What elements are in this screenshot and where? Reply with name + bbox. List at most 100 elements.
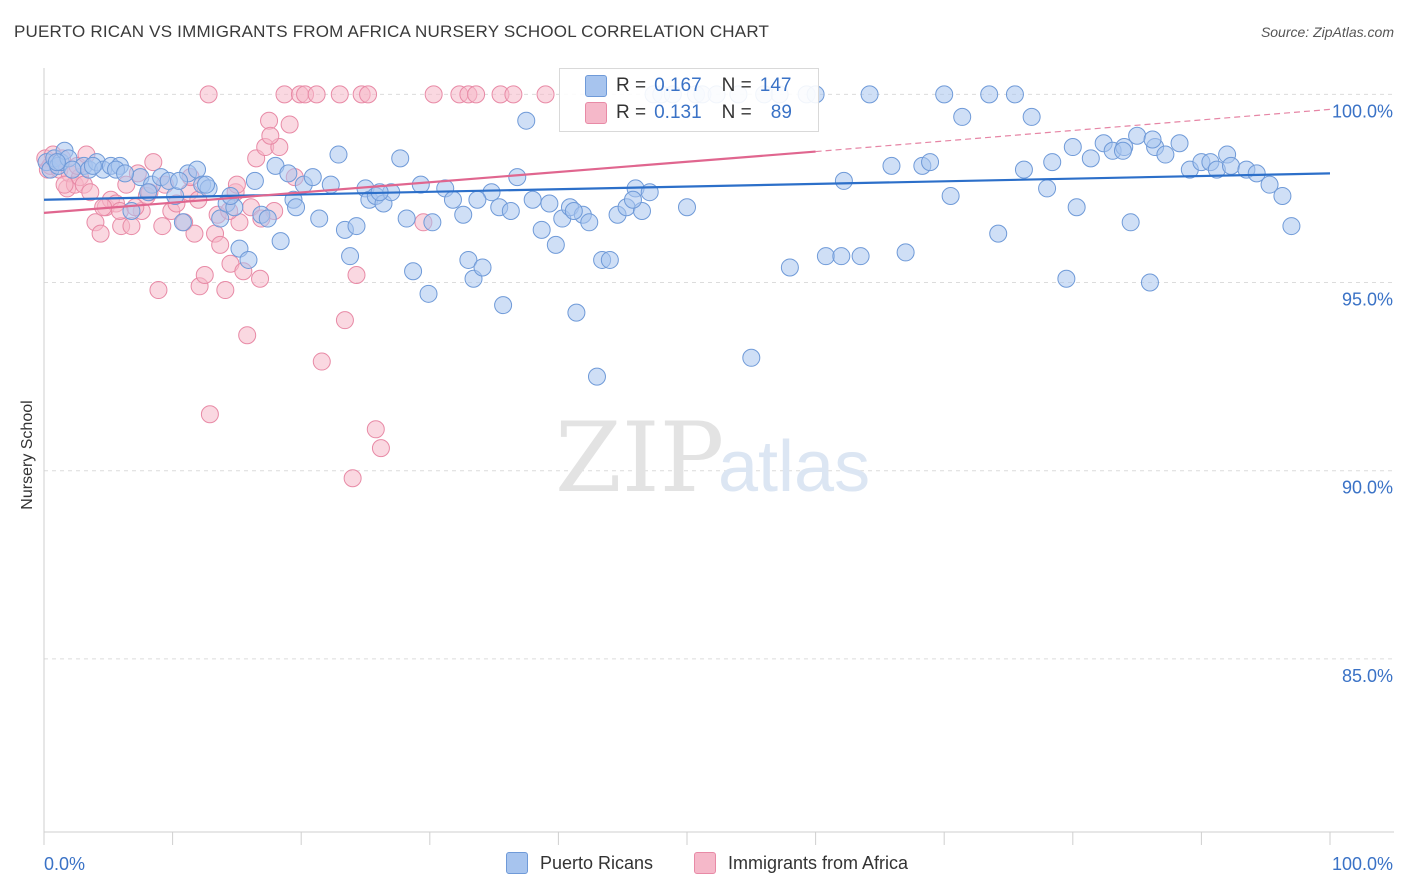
data-point — [1057, 269, 1076, 288]
legend-row-pink: R = 0.131 N = 89 — [585, 100, 792, 126]
trend-line-immigrants-from-africa — [43, 150, 816, 214]
y-axis-label: Nursery School — [19, 400, 36, 510]
watermark-zip: ZIP — [555, 402, 724, 514]
data-point — [391, 149, 410, 168]
data-point — [200, 405, 219, 424]
data-point — [780, 258, 799, 277]
y-tick-label-90: 90.0% — [1342, 478, 1393, 498]
data-point — [116, 164, 135, 183]
data-point — [1282, 217, 1301, 236]
data-point — [443, 190, 462, 209]
data-point — [1005, 85, 1024, 104]
data-point — [1014, 160, 1033, 179]
data-point — [91, 224, 110, 243]
legend-row-blue: R = 0.167 N = 147 — [585, 73, 791, 99]
data-point — [532, 220, 551, 239]
data-point — [536, 85, 555, 104]
data-point — [1113, 141, 1132, 160]
y-tick-label-100: 100.0% — [1332, 101, 1393, 121]
data-point — [251, 269, 270, 288]
x-tick-label-min: 0.0% — [44, 854, 85, 874]
data-point — [473, 258, 492, 277]
data-point — [280, 115, 299, 134]
data-point — [343, 469, 362, 488]
data-point — [153, 217, 172, 236]
data-point — [245, 171, 264, 190]
series-legend: Puerto Ricans Immigrants from Africa — [0, 852, 1406, 878]
data-point — [330, 85, 349, 104]
data-point — [170, 171, 189, 190]
data-point — [238, 326, 257, 345]
data-point — [307, 85, 326, 104]
data-point — [1022, 107, 1041, 126]
data-point — [921, 153, 940, 172]
data-point — [149, 281, 168, 300]
data-point — [467, 85, 486, 104]
legend-n-value-pink: 89 — [770, 102, 792, 123]
data-point — [504, 85, 523, 104]
data-point — [185, 224, 204, 243]
data-point — [347, 265, 366, 284]
legend-label-immigrants-from-africa: Immigrants from Africa — [728, 852, 909, 873]
data-point — [173, 213, 192, 232]
watermark: ZIP atlas — [555, 402, 870, 514]
data-point — [816, 247, 835, 266]
data-point — [423, 213, 442, 232]
data-point — [303, 168, 322, 187]
data-point — [980, 85, 999, 104]
legend-item-puerto-ricans[interactable]: Puerto Ricans — [506, 852, 653, 874]
data-point — [742, 348, 761, 367]
legend-swatch-immigrants-from-africa — [694, 852, 716, 874]
data-point — [1063, 138, 1082, 157]
data-point — [63, 160, 82, 179]
data-point — [55, 175, 74, 194]
data-point — [540, 194, 559, 213]
data-point — [600, 250, 619, 269]
data-point — [211, 235, 230, 254]
data-point — [371, 439, 390, 458]
data-point — [1143, 130, 1162, 149]
legend-r-label-blue: R = — [616, 75, 647, 96]
data-point — [860, 85, 879, 104]
data-point — [523, 190, 542, 209]
data-point — [1221, 156, 1240, 175]
tick-labels: 85.0% 90.0% 95.0% 100.0% 0.0% 100.0% — [44, 101, 1393, 874]
data-point — [260, 111, 279, 130]
data-point — [279, 164, 298, 183]
trend-lines — [43, 108, 1331, 214]
watermark-atlas: atlas — [718, 427, 870, 507]
data-point — [454, 205, 473, 224]
legend-r-label-pink: R = — [616, 102, 647, 123]
data-point — [122, 217, 141, 236]
data-point — [1038, 179, 1057, 198]
data-point — [517, 111, 536, 130]
data-point — [397, 209, 416, 228]
data-point — [188, 160, 207, 179]
data-point — [580, 213, 599, 232]
data-point — [424, 85, 443, 104]
data-point — [144, 153, 163, 172]
data-point — [195, 265, 214, 284]
data-point — [1067, 198, 1086, 217]
legend-item-immigrants-from-africa[interactable]: Immigrants from Africa — [694, 852, 908, 874]
data-point — [953, 107, 972, 126]
data-point — [1273, 186, 1292, 205]
data-point — [47, 153, 66, 172]
data-point — [508, 168, 527, 187]
data-point — [211, 209, 230, 228]
legend-swatch-blue — [585, 75, 607, 97]
data-point — [1260, 175, 1279, 194]
data-point — [567, 303, 586, 322]
data-point — [347, 217, 366, 236]
data-point — [335, 311, 354, 330]
data-point — [258, 209, 277, 228]
data-point — [419, 284, 438, 303]
data-point — [1043, 153, 1062, 172]
data-point — [1121, 213, 1140, 232]
data-point — [81, 183, 100, 202]
chart-title: PUERTO RICAN VS IMMIGRANTS FROM AFRICA N… — [14, 22, 770, 41]
legend-swatch-pink — [585, 102, 607, 124]
data-point — [404, 262, 423, 281]
legend-n-label-pink: N = — [721, 102, 752, 123]
